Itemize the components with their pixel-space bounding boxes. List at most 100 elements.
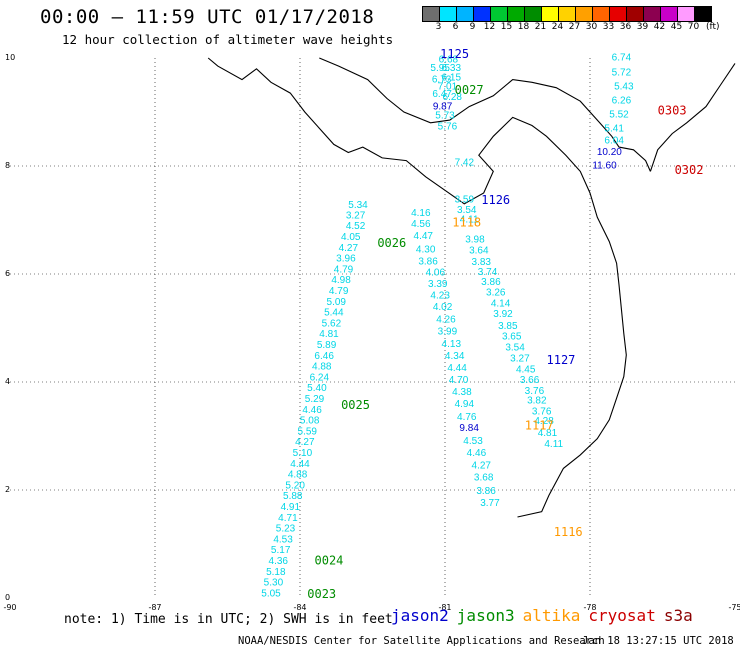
wave-height-value: 3.54 — [505, 343, 525, 354]
color-scale-swatch — [508, 7, 525, 21]
satellite-legend: jason2 jason3 altika cryosat s3a — [391, 606, 693, 625]
color-scale-swatch — [627, 7, 644, 21]
wave-height-value: 5.30 — [264, 578, 284, 589]
color-scale-label: 42 — [653, 22, 666, 32]
wave-height-value: 7.01 — [438, 81, 458, 92]
color-scale-swatch — [423, 7, 440, 21]
color-scale-labels: 3 6 9 12 15 18 21 24 27 30 33 36 39 42 45 70 — [422, 22, 702, 32]
wave-height-value: 4.79 — [329, 286, 349, 297]
track-id-label: 0025 — [341, 398, 370, 412]
color-scale-swatch — [695, 7, 711, 21]
wave-height-value: 4.91 — [281, 502, 301, 513]
color-scale-swatch — [576, 7, 593, 21]
wave-height-value: 5.40 — [307, 383, 327, 394]
color-scale-swatch — [661, 7, 678, 21]
satellite-legend-item: jason2 — [391, 606, 449, 625]
color-scale-swatch — [559, 7, 576, 21]
wave-height-value: 3.66 — [520, 375, 540, 386]
wave-height-value: 3.76 — [532, 406, 552, 417]
wave-height-value: 4.11 — [460, 215, 479, 226]
wave-height-value: 4.11 — [544, 439, 563, 450]
wave-height-observations: 6.685.956.336.736.157.016.476.289.875.73… — [261, 53, 634, 600]
color-scale-label: 12 — [483, 22, 496, 32]
wave-height-value: 5.17 — [271, 545, 291, 556]
track-id-label: 1116 — [554, 525, 583, 539]
color-scale-label: 6 — [452, 22, 459, 32]
track-id-label: 1125 — [440, 47, 469, 61]
wave-height-value: 3.65 — [502, 331, 522, 342]
coastline — [207, 57, 736, 518]
wave-height-value: 3.86 — [476, 486, 496, 497]
wave-height-value: 4.05 — [341, 232, 361, 243]
color-scale-swatch — [610, 7, 627, 21]
wave-height-value: 6.04 — [604, 135, 624, 146]
wave-height-value: 4.28 — [534, 416, 554, 427]
wave-height-value: 4.47 — [414, 231, 434, 242]
wave-height-value: 3.64 — [469, 245, 489, 256]
wave-height-value: 4.16 — [411, 208, 431, 219]
y-tick-label: 4 — [5, 377, 10, 386]
color-scale-label: 21 — [534, 22, 547, 32]
wave-height-value: 4.13 — [442, 339, 462, 350]
wave-height-value: 4.14 — [491, 298, 511, 309]
y-tick-label: 6 — [5, 269, 10, 278]
wave-height-value: 3.86 — [481, 277, 501, 288]
satellite-legend-item: s3a — [663, 606, 693, 625]
color-scale-swatch — [474, 7, 491, 21]
y-tick-label: 0 — [5, 593, 10, 602]
wave-height-value: 5.89 — [317, 340, 337, 351]
x-tick-label: -78 — [583, 603, 596, 612]
wave-height-value: 4.27 — [295, 437, 315, 448]
wave-height-value: 5.34 — [348, 200, 368, 211]
wave-height-value: 4.88 — [288, 470, 308, 481]
wave-height-value: 6.74 — [612, 53, 632, 64]
track-id-label: 0023 — [307, 587, 336, 601]
wave-height-value: 10.20 — [597, 147, 622, 158]
wave-height-value: 3.77 — [480, 498, 500, 509]
wave-height-value: 5.09 — [327, 297, 347, 308]
wave-height-value: 4.81 — [319, 329, 339, 340]
wave-height-value: 5.62 — [322, 318, 342, 329]
color-scale-label: 30 — [585, 22, 598, 32]
color-scale-bar — [422, 6, 712, 22]
wave-height-value: 6.28 — [443, 92, 463, 103]
wave-height-value: 4.52 — [346, 221, 366, 232]
y-tick-label: 8 — [5, 161, 10, 170]
track-id-label: 0302 — [675, 163, 704, 177]
wave-height-value: 4.46 — [467, 448, 487, 459]
color-scale-label: 33 — [602, 22, 615, 32]
wave-height-value: 5.76 — [438, 121, 458, 132]
wave-height-value: 4.23 — [430, 290, 450, 301]
wave-height-value: 4.27 — [472, 460, 492, 471]
note-text: note: 1) Time is in UTC; 2) SWH is in fe… — [64, 612, 393, 627]
wave-height-value: 3.27 — [510, 353, 530, 364]
page-subtitle: 12 hour collection of altimeter wave hei… — [62, 32, 394, 47]
wave-height-value: 3.82 — [527, 396, 547, 407]
wave-height-value: 4.27 — [339, 243, 359, 254]
wave-height-value: 4.26 — [436, 315, 456, 326]
wave-height-value: 4.53 — [273, 534, 293, 545]
y-tick-label: 2 — [5, 485, 10, 494]
colombia-caribbean-coastline — [649, 63, 736, 172]
wave-height-value: 5.95 — [430, 63, 450, 74]
wave-height-value: 4.70 — [449, 375, 469, 386]
satellite-legend-item: jason3 — [456, 606, 515, 625]
page-title: 00:00 — 11:59 UTC 01/17/2018 — [40, 6, 375, 28]
wave-height-value: 4.94 — [455, 399, 475, 410]
color-scale-swatch — [542, 7, 559, 21]
satellite-legend-item: cryosat — [588, 606, 656, 625]
wave-height-value: 5.20 — [285, 480, 305, 491]
x-tick-label: -81 — [438, 603, 451, 612]
wave-height-value: 3.96 — [336, 254, 356, 265]
wave-height-value: 4.88 — [312, 362, 332, 373]
wave-height-value: 3.26 — [486, 288, 506, 299]
wave-height-value: 3.85 — [498, 321, 518, 332]
credit-text: NOAA/NESDIS Center for Satellite Applica… — [238, 635, 605, 647]
color-scale-label: 39 — [636, 22, 649, 32]
wave-height-value: 5.23 — [276, 524, 296, 535]
wave-height-value: 5.73 — [435, 110, 455, 121]
wave-height-value: 6.15 — [442, 73, 462, 84]
wave-height-value: 5.44 — [324, 308, 344, 319]
wave-height-value: 4.44 — [290, 459, 310, 470]
